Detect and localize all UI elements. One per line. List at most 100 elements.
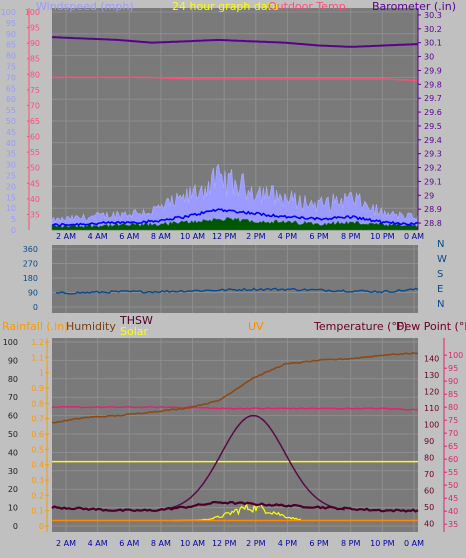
rainfall-tick-label: 1.1: [31, 353, 44, 362]
chart3-x-tick-label: 2 AM: [56, 539, 76, 548]
wind-direction-compass-label: W: [437, 254, 447, 265]
temperature-tick-label: 110: [424, 404, 439, 413]
windspeed-tick-label: 10: [6, 204, 16, 213]
chart3-plot-area: [52, 338, 418, 532]
dewpoint-tick-label: 80: [448, 403, 458, 412]
dewpoint-line: [51, 405, 419, 411]
temperature-legend: Temperature (°F): [313, 320, 408, 333]
outdoor-temp-line: [52, 76, 419, 82]
chart3-x-tick-label: 4 PM: [278, 539, 297, 548]
barometer-tick-label: 30.2: [424, 25, 442, 34]
windspeed-tick-label: 40: [6, 139, 16, 148]
dewpoint-tick-label: 45: [448, 494, 458, 503]
dewpoint-tick-label: 60: [448, 455, 458, 464]
chart2-plot-area: [52, 245, 418, 313]
wind-direction-compass-label: N: [437, 239, 444, 250]
chart1-x-tick-label: 10 AM: [180, 232, 205, 241]
dewpoint-tick-label: 90: [448, 377, 458, 386]
windspeed-tick-label: 65: [6, 84, 16, 93]
chart1-x-tick-label: 4 PM: [278, 232, 297, 241]
rainfall-legend: Rainfall (.in): [2, 320, 69, 333]
rainfall-tick-label: 1.2: [31, 338, 44, 347]
barometer-tick-label: 29.4: [424, 136, 442, 145]
outdoor-temp-tick-label: 90: [30, 39, 40, 48]
humidity-line: [51, 352, 419, 424]
dewpoint-tick-label: 35: [448, 520, 458, 529]
dewpoint-tick-label: 85: [448, 390, 458, 399]
windspeed-tick-label: 60: [6, 95, 16, 104]
chart3-x-tick-label: 0 AM: [404, 539, 424, 548]
humidity-tick-label: 10: [8, 504, 18, 513]
outdoor-temp-tick-label: 35: [30, 210, 40, 219]
barometer-tick-label: 29.6: [424, 108, 442, 117]
barometer-tick-label: 29.1: [424, 177, 442, 186]
barometer-tick-label: 29.8: [424, 80, 442, 89]
windspeed-tick-label: 15: [6, 193, 16, 202]
dewpoint-tick-label: 75: [448, 416, 458, 425]
chart3-x-tick-label: 8 PM: [341, 539, 360, 548]
wind-direction-tick-label: 270: [23, 260, 38, 269]
uv-legend: UV: [248, 320, 264, 333]
outdoor-temp-tick-label: 85: [30, 55, 40, 64]
wind-direction-tick-label: 0: [33, 303, 38, 312]
outdoor-temp-tick-label: 70: [30, 101, 40, 110]
chart3-x-tick-label: 6 AM: [119, 539, 139, 548]
chart3-x-tick-label: 6 PM: [309, 539, 328, 548]
dewpoint-tick-label: 50: [448, 481, 458, 490]
windspeed-tick-label: 0: [11, 226, 16, 235]
dewpoint-tick-label: 100: [448, 351, 463, 360]
outdoor-temp-tick-label: 55: [30, 148, 40, 157]
chart3-x-tick-label: 8 AM: [151, 539, 171, 548]
rainfall-tick-label: 0.9: [31, 384, 44, 393]
outdoor-temp-tick-label: 80: [30, 70, 40, 79]
outdoor-temp-tick-label: 40: [30, 195, 40, 204]
outdoor-temp-tick-label: 60: [30, 133, 40, 142]
outdoor-temp-legend: Outdoor Temp.: [268, 0, 349, 13]
barometer-tick-label: 29.2: [424, 164, 442, 173]
wind-low-area: [51, 217, 419, 231]
wind-direction-compass-label: N: [437, 299, 444, 310]
chart1-x-tick-label: 6 PM: [309, 232, 328, 241]
chart1-x-tick-label: 8 PM: [341, 232, 360, 241]
wind-direction-compass-label: S: [437, 269, 443, 280]
humidity-legend: Humidity: [66, 320, 116, 333]
rainfall-tick-label: 0.6: [31, 430, 44, 439]
temperature-tick-label: 90: [424, 437, 434, 446]
barometer-tick-label: 30.1: [424, 39, 442, 48]
chart3-x-tick-label: 4 AM: [88, 539, 108, 548]
windspeed-tick-label: 50: [6, 117, 16, 126]
rainfall-tick-label: 0.8: [31, 399, 44, 408]
windspeed-tick-label: 85: [6, 41, 16, 50]
wind-direction-compass-label: E: [437, 284, 443, 295]
rainfall-tick-label: 0.5: [31, 445, 44, 454]
dewpoint-tick-label: 65: [448, 442, 458, 451]
wind-direction-tick-label: 180: [23, 274, 38, 283]
temperature-tick-label: 80: [424, 454, 434, 463]
barometer-tick-label: 28.9: [424, 205, 442, 214]
windspeed-tick-label: 30: [6, 161, 16, 170]
temperature-tick-label: 140: [424, 354, 439, 363]
temperature-tick-label: 40: [424, 520, 434, 529]
chart1-x-tick-label: 2 AM: [56, 232, 76, 241]
temperature-line: [51, 501, 419, 513]
outdoor-temp-tick-label: 65: [30, 117, 40, 126]
barometer-tick-label: 29: [424, 191, 434, 200]
chart1-x-tick-label: 2 PM: [246, 232, 265, 241]
chart3-x-tick-label: 10 AM: [180, 539, 205, 548]
rainfall-tick-label: 0.1: [31, 507, 44, 516]
rain-temp-chart: 2 AM 4 AM 6 AM 8 AM 10 AM 12 PM 2 PM 4 PM 6 PM 8 …: [2, 314, 466, 548]
rainfall-tick-label: 0.4: [31, 461, 44, 470]
outdoor-temp-tick-label: 50: [30, 164, 40, 173]
chart1-x-tick-label: 10 PM: [370, 232, 395, 241]
windspeed-tick-label: 45: [6, 128, 16, 137]
dewpoint-tick-label: 55: [448, 468, 458, 477]
dewpoint-legend: Dew Point (°F): [396, 320, 466, 333]
chart3-x-tick-label: 2 PM: [246, 539, 265, 548]
chart3-x-tick-label: 12 PM: [212, 539, 237, 548]
temperature-tick-label: 70: [424, 470, 434, 479]
windspeed-tick-label: 5: [11, 215, 16, 224]
humidity-tick-label: 70: [8, 393, 18, 402]
windspeed-tick-label: 70: [6, 73, 16, 82]
chart1-x-tick-label: 0 AM: [404, 232, 424, 241]
